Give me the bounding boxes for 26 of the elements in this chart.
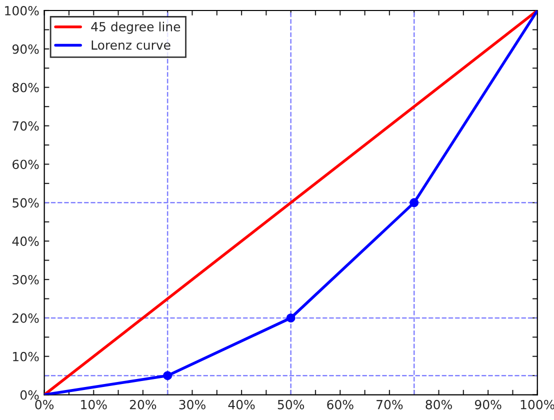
x-tick-label: 70% (376, 400, 403, 410)
x-tick-label: 50% (278, 400, 304, 410)
y-tick-label: 90% (12, 44, 39, 54)
point (163, 371, 172, 380)
legend-label: 45 degree line (91, 22, 180, 34)
x-tick-label: 90% (474, 400, 502, 410)
y-tick-label: 40% (12, 236, 39, 246)
x-tick-label: 30% (179, 400, 206, 410)
x-tick-label: 10% (81, 400, 107, 410)
y-tick-label: 70% (12, 121, 39, 131)
y-tick-label: 80% (12, 82, 39, 92)
y-tick-label: 50% (12, 198, 39, 208)
x-tick-label: 0% (35, 400, 54, 410)
y-tick-label: 0% (20, 390, 39, 400)
x-tick-label: 80% (426, 400, 452, 410)
y-tick-label: 10% (13, 352, 39, 362)
point (410, 198, 419, 208)
point (286, 313, 296, 322)
x-tick-label: 60% (327, 400, 354, 410)
y-tick-label: 100% (5, 6, 39, 16)
x-tick-label: 20% (130, 400, 156, 410)
y-tick-label: 60% (12, 160, 39, 170)
x-tick-label: 40% (228, 400, 255, 410)
y-tick-label: 30% (12, 274, 39, 284)
y-tick-label: 20% (12, 313, 39, 323)
legend-label: Lorenz curve (92, 40, 170, 50)
